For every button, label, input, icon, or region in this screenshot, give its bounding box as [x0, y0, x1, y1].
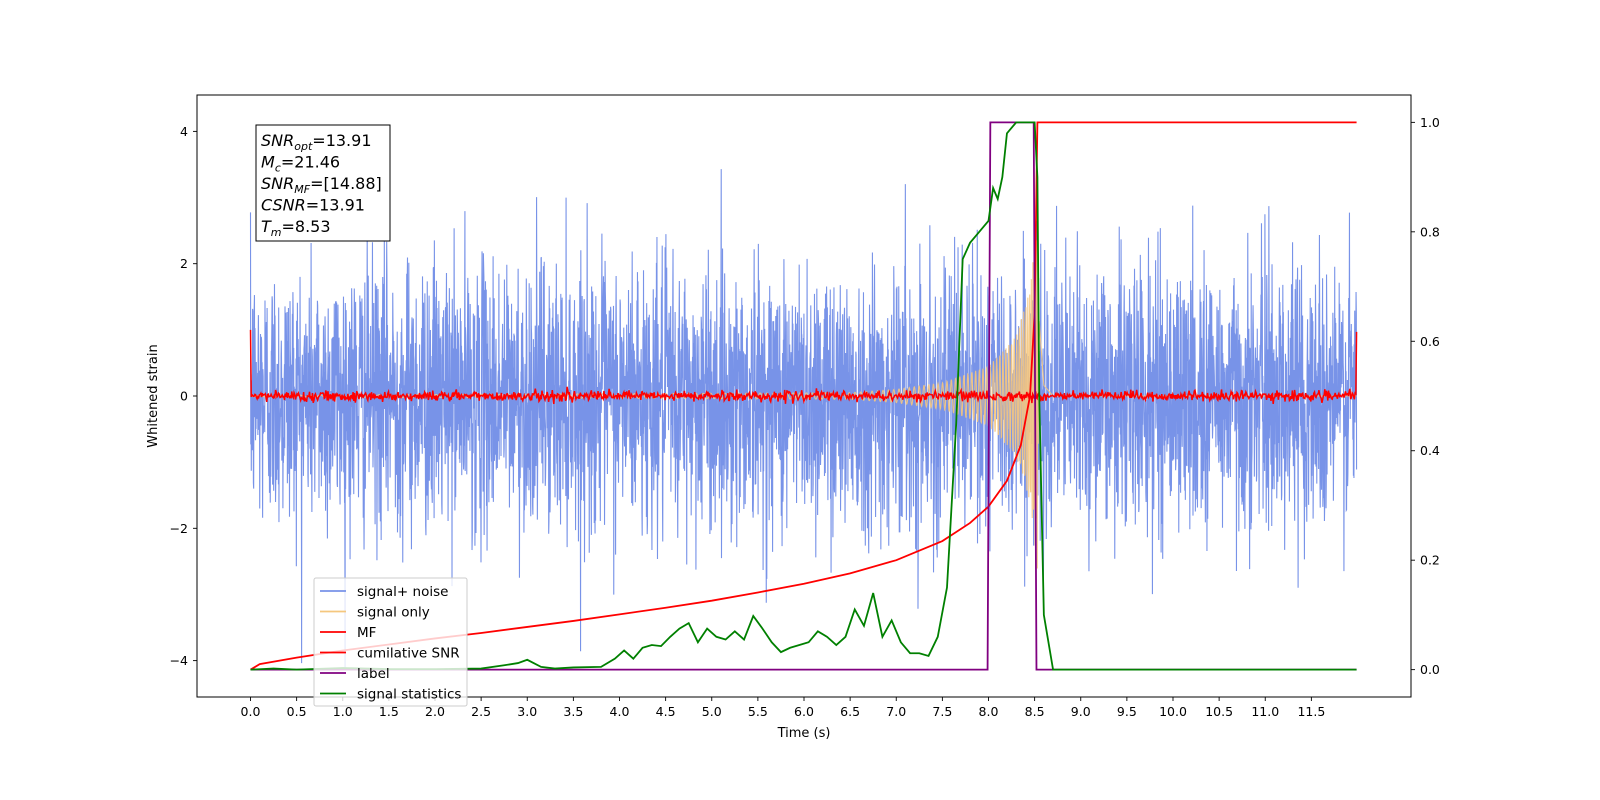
y-right-tick-label: 0.6 [1420, 334, 1440, 349]
series-signal-statistics-line [250, 121, 1357, 671]
annotation-line: CSNR=13.91 [261, 196, 365, 215]
x-tick-label: 1.0 [333, 704, 353, 719]
x-tick-label: 3.5 [563, 704, 583, 719]
x-tick-label: 8.0 [979, 704, 999, 719]
axes-layer: 0.0 0.5 1.0 1.5 2.0 2.5 3.0 3.5 4.0 4.5 5.0 5.5 6.0 6… [170, 115, 1440, 719]
signal-noise-layer [249, 169, 1358, 668]
x-tick-label: 9.0 [1071, 704, 1091, 719]
x-tick-label: 5.0 [702, 704, 722, 719]
annotation-line: SNRMF=[14.88] [261, 174, 382, 196]
annotation-line: Mc=21.46 [261, 153, 340, 175]
x-tick-label: 4.0 [610, 704, 630, 719]
annotation-line: SNRopt=13.91 [261, 131, 372, 153]
y-right-tick-label: 1.0 [1420, 115, 1440, 130]
legend: signal+ noise signal only MF cumilative SNR… [313, 577, 468, 707]
x-tick-label: 7.0 [886, 704, 906, 719]
annotation-frame [255, 124, 391, 242]
legend-label: MF [357, 625, 376, 641]
x-axis-label: Time (s) [777, 726, 831, 741]
x-tick-label: 2.0 [425, 704, 445, 719]
x-tick-label: 2.5 [471, 704, 491, 719]
y-right-tick-label: 0.4 [1420, 443, 1440, 458]
x-tick-label: 8.5 [1025, 704, 1045, 719]
x-tick-label: 0.0 [241, 704, 261, 719]
x-tick-label: 3.0 [517, 704, 537, 719]
y-axis-label: Whitened strain [146, 344, 161, 447]
x-tick-label: 4.5 [656, 704, 676, 719]
x-tick-label: 10.0 [1159, 704, 1187, 719]
annotation-line: Tm=8.53 [261, 217, 331, 239]
x-tick-label: 0.5 [287, 704, 307, 719]
y-left-tick-label: −4 [170, 653, 188, 668]
legend-label: signal only [357, 605, 430, 621]
y-right-tick-label: 0.8 [1420, 224, 1440, 239]
x-tick-label: 11.0 [1251, 704, 1279, 719]
x-tick-label: 1.5 [379, 704, 399, 719]
mf-layer [249, 329, 1358, 405]
annotation-box: SNRopt=13.91Mc=21.46SNRMF=[14.88]CSNR=13… [255, 124, 391, 242]
series-mf-line [249, 329, 1358, 405]
series-signal-noise-line [249, 169, 1358, 668]
x-tick-label: 6.5 [840, 704, 860, 719]
legend-frame [313, 577, 468, 707]
y-left-tick-label: 4 [180, 124, 188, 139]
x-tick-label: 6.0 [794, 704, 814, 719]
legend-label: cumilative SNR [357, 646, 460, 662]
legend-label: signal statistics [357, 687, 461, 703]
y-left-tick-label: 2 [180, 256, 188, 271]
x-tick-label: 11.5 [1297, 704, 1325, 719]
legend-label: signal+ noise [357, 584, 448, 600]
x-tick-label: 9.5 [1117, 704, 1137, 719]
y-left-tick-label: −2 [170, 521, 188, 536]
y-left-tick-label: 0 [180, 389, 188, 404]
y-right-tick-label: 0.0 [1420, 662, 1440, 677]
x-tick-label: 7.5 [932, 704, 952, 719]
x-tick-label: 5.5 [748, 704, 768, 719]
legend-label: label [357, 666, 390, 682]
y-right-tick-label: 0.2 [1420, 553, 1440, 568]
x-tick-label: 10.5 [1205, 704, 1233, 719]
